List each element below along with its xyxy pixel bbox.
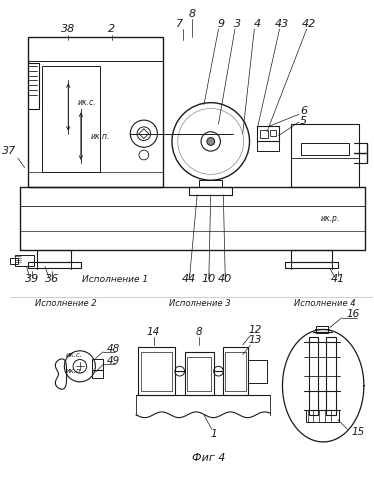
Text: 13: 13	[249, 335, 262, 345]
Text: 4: 4	[254, 19, 261, 29]
Text: Исполнение 4: Исполнение 4	[294, 299, 356, 308]
Text: ик.с.: ик.с.	[65, 352, 82, 358]
Text: 43: 43	[275, 19, 289, 29]
Text: 10: 10	[202, 274, 216, 284]
Text: 44: 44	[182, 274, 196, 284]
Text: Исполнение 1: Исполнение 1	[82, 274, 148, 283]
Text: 6: 6	[300, 106, 307, 117]
Text: 14: 14	[147, 328, 160, 338]
Bar	[291, 250, 332, 262]
Text: 37: 37	[1, 146, 16, 156]
Text: Фиг 4: Фиг 4	[192, 454, 226, 464]
Bar	[316, 326, 328, 334]
Circle shape	[207, 138, 215, 145]
Bar	[257, 126, 279, 142]
Bar	[184, 352, 214, 396]
Text: 12: 12	[249, 326, 262, 336]
Bar	[270, 130, 276, 136]
Text: ик.п.: ик.п.	[65, 368, 83, 374]
Text: 16: 16	[346, 309, 360, 319]
Bar	[309, 337, 318, 415]
Bar	[306, 410, 339, 422]
Bar	[37, 250, 71, 262]
Text: 8: 8	[189, 10, 196, 20]
Text: 48: 48	[107, 344, 120, 354]
Bar	[92, 358, 103, 370]
Bar	[28, 36, 163, 187]
Text: 39: 39	[25, 274, 40, 284]
Text: 5: 5	[300, 116, 307, 126]
Text: 7: 7	[176, 19, 183, 29]
Bar	[199, 180, 223, 187]
Bar	[225, 352, 246, 391]
Text: 9: 9	[218, 19, 225, 29]
Text: 38: 38	[61, 24, 76, 34]
Bar	[187, 356, 211, 390]
Text: 15: 15	[351, 427, 365, 437]
Bar	[291, 124, 359, 187]
Bar	[326, 337, 336, 415]
Bar	[28, 262, 81, 268]
Text: 3: 3	[234, 19, 242, 29]
Bar	[92, 370, 103, 378]
Bar	[15, 255, 34, 266]
Text: Исполнение 3: Исполнение 3	[169, 299, 231, 308]
Bar	[257, 142, 279, 151]
Bar	[223, 347, 248, 396]
Bar	[189, 187, 232, 194]
Bar	[260, 130, 268, 138]
Bar	[141, 352, 172, 391]
Bar	[10, 258, 18, 264]
Bar	[248, 360, 267, 383]
Text: Исполнение 2: Исполнение 2	[36, 299, 97, 308]
Text: 40: 40	[218, 274, 232, 284]
Bar	[301, 144, 349, 155]
Bar	[138, 347, 175, 396]
Text: 49: 49	[107, 356, 120, 366]
Bar	[285, 262, 338, 268]
Text: ик.с.: ик.с.	[78, 98, 96, 107]
Bar	[42, 66, 100, 172]
Text: ик.п.: ик.п.	[91, 132, 110, 141]
Text: 2: 2	[108, 24, 116, 34]
Text: 1: 1	[210, 429, 217, 439]
Text: 41: 41	[331, 274, 345, 284]
Text: 36: 36	[45, 274, 59, 284]
Text: 42: 42	[301, 19, 316, 29]
Text: ик.р.: ик.р.	[320, 214, 340, 224]
Text: 8: 8	[196, 328, 202, 338]
